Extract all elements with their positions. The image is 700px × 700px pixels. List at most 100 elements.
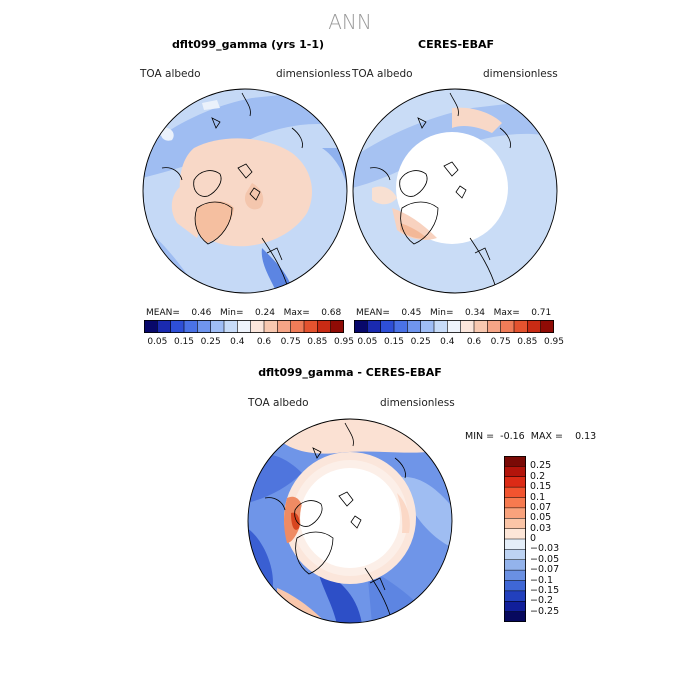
diff-colorbar-swatch — [504, 559, 526, 571]
diff-min-max: MIN = -0.16 MAX = 0.13 — [465, 431, 596, 442]
colorbar-swatch — [157, 320, 172, 333]
colorbar-tick-label: 0.75 — [280, 337, 301, 347]
diff-colorbar-tick-label: 0.05 — [530, 512, 552, 524]
diff-colorbar-tick-label: 0.07 — [530, 501, 552, 513]
diff-colorbar-tick-label: −0.1 — [530, 574, 554, 586]
colorbar-swatch — [367, 320, 382, 333]
colorbar-swatch — [407, 320, 422, 333]
colorbar-swatch — [474, 320, 488, 333]
diff-colorbar-swatch — [504, 580, 526, 592]
colorbar-swatch — [290, 320, 305, 333]
panel-1-title: dflt099_gamma (yrs 1-1) — [171, 38, 325, 51]
page-title: ANN — [328, 10, 372, 34]
colorbar-tick-label: 0.4 — [230, 337, 245, 347]
panel-2-units-label: dimensionless — [483, 68, 558, 80]
colorbar-swatch — [394, 320, 408, 333]
colorbar-swatch — [500, 320, 515, 333]
colorbar-swatch — [250, 320, 265, 333]
colorbar-swatch — [420, 320, 435, 333]
colorbar-tick-label: 0.95 — [543, 337, 565, 347]
colorbar-tick-label: 0.05 — [147, 337, 168, 347]
colorbar-tick-label: 0.75 — [490, 337, 511, 347]
diff-colorbar-tick-label: −0.2 — [530, 595, 554, 607]
diff-colorbar-tick-label: 0.25 — [530, 460, 552, 472]
colorbar-swatch — [184, 320, 198, 333]
panel-2-max-value: 0.71 — [531, 308, 552, 318]
diff-colorbar-ticks: 0.25 0.2 0.15 0.1 0.07 0.05 0.03 0 −0.03 −0.05 −0.… — [530, 456, 590, 622]
panel-2-colorbar — [354, 320, 554, 333]
panel-1-mean-value: 0.46 — [191, 308, 212, 318]
panel-1-polar-map — [142, 88, 348, 294]
panel-2-min-label: Min= — [429, 308, 454, 318]
colorbar-swatch — [210, 320, 225, 333]
colorbar-swatch — [224, 320, 238, 333]
diff-colorbar-tick-label: −0.15 — [530, 584, 560, 596]
panel-1-min-label: Min= — [219, 308, 244, 318]
diff-title: dflt099_gamma - CERES-EBAF — [258, 366, 442, 379]
colorbar-swatch — [447, 320, 462, 333]
colorbar-swatch — [434, 320, 448, 333]
diff-polar-map — [247, 418, 453, 624]
diff-colorbar-swatch — [504, 611, 526, 622]
diff-colorbar-swatch — [504, 487, 526, 498]
diff-colorbar-tick-label: 0.15 — [530, 481, 552, 493]
panel-1-min-value: 0.24 — [254, 308, 275, 318]
colorbar-tick-label: 0.25 — [410, 337, 431, 347]
colorbar-swatch — [304, 320, 318, 333]
colorbar-svg — [144, 320, 344, 333]
diff-colorbar-swatch — [504, 601, 526, 613]
diff-colorbar — [504, 456, 526, 622]
panel-2-polar-map — [352, 88, 558, 294]
colorbar-swatch — [330, 320, 344, 333]
panel-1-mean-label: MEAN= — [146, 308, 180, 318]
panel-1-stats: MEAN= 0.46 Min= 0.24 Max= 0.68 — [146, 308, 341, 318]
colorbar-swatch — [354, 320, 368, 333]
diff-max-label: MAX = — [530, 431, 563, 442]
panel-1-colorbar-ticks: 0.05 0.15 0.25 0.4 0.6 0.75 0.85 0.95 — [144, 337, 354, 349]
panel-2-variable-label: TOA albedo — [352, 68, 413, 80]
diff-colorbar-swatch — [504, 466, 526, 478]
colorbar-tick-label: 0.15 — [173, 337, 195, 347]
colorbar-swatch — [277, 320, 292, 333]
colorbar-border — [354, 320, 554, 333]
diff-units-label: dimensionless — [380, 397, 455, 409]
panel-2-colorbar-ticks: 0.05 0.15 0.25 0.4 0.6 0.75 0.85 0.95 — [354, 337, 564, 349]
panel-1-max-label: Max= — [283, 308, 310, 318]
diff-colorbar-swatch — [504, 456, 526, 467]
diff-colorbar-tick-label: 0.03 — [530, 522, 552, 534]
panel-2-max-label: Max= — [493, 308, 520, 318]
colorbar-swatch — [540, 320, 554, 333]
diff-colorbar-swatch — [504, 549, 526, 561]
diff-colorbar-tick-label: −0.07 — [530, 564, 560, 576]
diff-colorbar-swatch — [504, 518, 526, 530]
colorbar-tick-label: 0.15 — [383, 337, 405, 347]
colorbar-swatch — [170, 320, 185, 333]
colorbar-tick-label: 0.25 — [200, 337, 221, 347]
diff-colorbar-tick-label: 0.1 — [530, 491, 546, 503]
colorbar-swatch — [460, 320, 475, 333]
diff-colorbar-swatch — [504, 570, 526, 581]
colorbar-swatch — [317, 320, 332, 333]
diff-colorbar-swatch — [504, 590, 526, 602]
panel-1-variable-label: TOA albedo — [140, 68, 201, 80]
colorbar-tick-label: 0.6 — [256, 337, 272, 347]
diff-variable-label: TOA albedo — [248, 397, 309, 409]
diff-colorbar-swatch — [504, 539, 526, 550]
colorbar-tick-label: 0.4 — [440, 337, 455, 347]
colorbar-swatch — [380, 320, 395, 333]
diff-colorbar-swatch — [504, 528, 526, 540]
colorbar-tick-label: 0.85 — [307, 337, 328, 347]
diff-colorbar-tick-label: −0.05 — [530, 553, 560, 565]
colorbar-swatch — [197, 320, 212, 333]
diff-colorbar-swatch — [504, 497, 526, 509]
colorbar-swatch — [487, 320, 502, 333]
panel-1-max-value: 0.68 — [321, 308, 342, 318]
colorbar-swatch — [514, 320, 528, 333]
diff-min-label: MIN = — [465, 431, 495, 442]
diff-max-value: 0.13 — [575, 431, 597, 442]
colorbar-tick-label: 0.6 — [466, 337, 482, 347]
diff-colorbar-swatch — [504, 507, 526, 519]
colorbar-tick-label: 0.85 — [517, 337, 538, 347]
colorbar-swatch — [527, 320, 542, 333]
colorbar-tick-label: 0.95 — [333, 337, 355, 347]
